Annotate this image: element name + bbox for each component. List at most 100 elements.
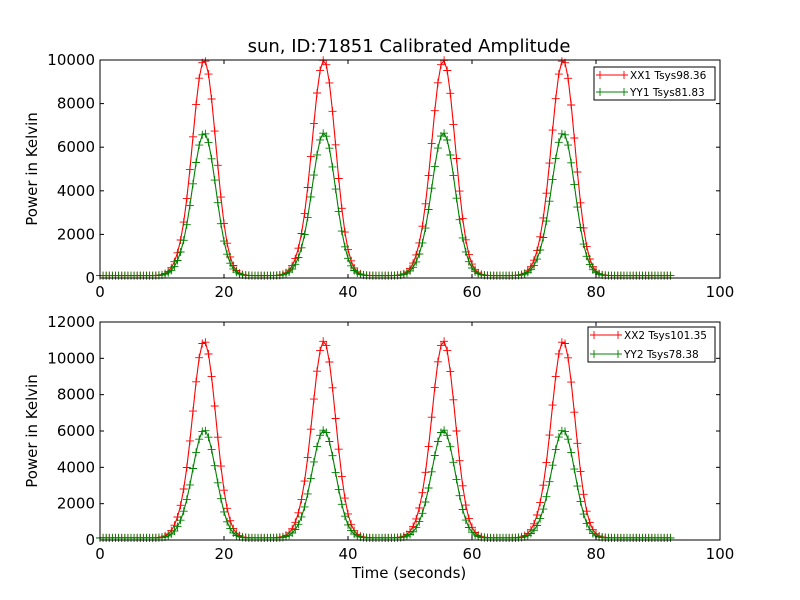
data-point (322, 60, 331, 69)
data-point (344, 520, 352, 529)
data-point (461, 501, 470, 510)
legend-box (587, 326, 716, 363)
data-point (446, 89, 455, 98)
plot-frame (99, 59, 721, 279)
data-point (300, 502, 309, 511)
data-point (443, 431, 452, 440)
data-point (424, 205, 433, 214)
data-point (288, 265, 297, 273)
data-point (437, 60, 445, 69)
data-point (210, 127, 219, 136)
data-point (570, 134, 579, 142)
data-point (443, 136, 452, 144)
data-point (337, 227, 346, 236)
data-point (446, 151, 455, 159)
data-point (427, 184, 436, 193)
data-point (567, 158, 576, 167)
data-point (294, 253, 303, 262)
data-point (433, 78, 442, 87)
data-point (176, 516, 185, 525)
data-point (331, 185, 340, 194)
data-point (533, 255, 542, 264)
data-point (213, 478, 222, 487)
x-tick-label: 60 (462, 283, 481, 301)
data-point (337, 500, 346, 509)
y-tick-label: 2000 (57, 225, 95, 243)
data-point (170, 262, 179, 271)
data-point (216, 219, 225, 228)
x-tick-label: 0 (95, 545, 105, 563)
data-point (207, 154, 216, 163)
data-point (213, 198, 222, 207)
data-point (322, 341, 331, 350)
data-point (195, 353, 204, 362)
data-point (309, 395, 318, 404)
data-point (570, 465, 579, 474)
y-axis-label: Power in Kelvin (23, 112, 41, 226)
data-point (415, 504, 424, 512)
data-point (170, 527, 179, 536)
data-point (226, 259, 235, 268)
y-tick-label: 8000 (57, 95, 95, 113)
data-point (449, 458, 458, 467)
data-point (340, 494, 349, 503)
x-tick-label: 80 (586, 283, 605, 301)
data-point (220, 507, 228, 516)
data-point (189, 407, 197, 416)
data-point (573, 203, 582, 212)
data-point (313, 367, 321, 376)
data-point (303, 183, 312, 192)
data-point (449, 395, 458, 404)
data-point (207, 95, 216, 103)
data-point (542, 217, 551, 226)
data-point (179, 507, 188, 516)
legend-marker (590, 350, 598, 358)
data-point (297, 243, 306, 252)
data-point (424, 484, 433, 492)
data-point (421, 468, 430, 477)
data-point (458, 505, 467, 514)
data-point (306, 425, 315, 434)
data-point (446, 442, 455, 451)
x-tick-label: 60 (462, 545, 481, 563)
data-point (412, 523, 421, 532)
y-tick-label: 12000 (47, 313, 95, 331)
data-point (334, 445, 343, 454)
data-point (421, 224, 430, 233)
data-point (306, 192, 315, 201)
data-point (554, 138, 563, 147)
data-point (561, 339, 569, 348)
y-tick-label: 6000 (57, 138, 95, 156)
data-point (331, 414, 340, 423)
data-point (452, 475, 461, 484)
data-point (300, 477, 309, 486)
data-point (433, 357, 442, 366)
legend-label: XX1 Tsys98.36 (630, 70, 707, 82)
data-point (452, 154, 461, 163)
data-point (182, 220, 191, 229)
data-point (427, 467, 436, 476)
data-point (337, 472, 346, 481)
data-point (201, 57, 210, 66)
data-point (325, 78, 334, 87)
legend-marker (614, 350, 622, 358)
data-point (316, 346, 325, 355)
data-point (306, 152, 315, 161)
data-point (189, 179, 197, 188)
data-point (216, 494, 225, 503)
data-point (226, 524, 235, 533)
data-point (347, 261, 356, 270)
data-point (204, 138, 213, 147)
data-point (316, 66, 325, 75)
data-point (213, 433, 222, 442)
legend-box (593, 66, 716, 101)
data-point (207, 372, 216, 381)
legend-marker (596, 88, 604, 96)
data-point (316, 135, 325, 144)
data-point (313, 89, 321, 97)
data-point (530, 526, 538, 535)
data-point (548, 461, 557, 470)
data-point (564, 353, 573, 362)
data-point (340, 512, 349, 521)
data-point (185, 201, 194, 210)
